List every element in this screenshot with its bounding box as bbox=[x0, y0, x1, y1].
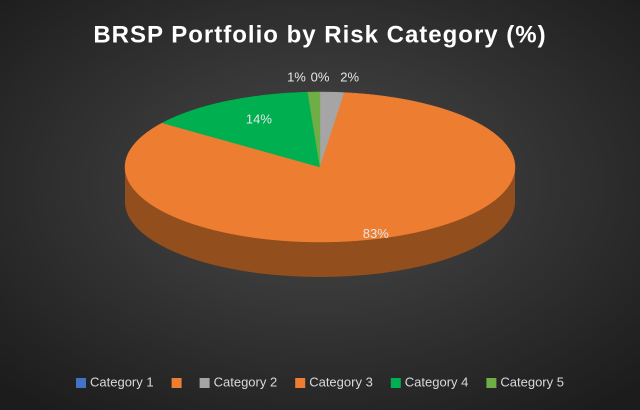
legend-label: Category 3 bbox=[309, 374, 373, 389]
legend-label: Category 5 bbox=[500, 374, 564, 389]
legend-swatch bbox=[486, 378, 497, 388]
slice bbox=[307, 91, 321, 168]
legend-swatch bbox=[171, 378, 182, 388]
data-label: 14% bbox=[246, 112, 272, 127]
chart-title: BRSP Portfolio by Risk Category (%) bbox=[93, 21, 546, 48]
slice bbox=[161, 91, 321, 168]
data-label: 1% bbox=[287, 69, 306, 84]
legend-swatch bbox=[295, 378, 306, 388]
data-label: 2% bbox=[340, 70, 359, 85]
pie-tops bbox=[124, 91, 516, 243]
legend-item bbox=[171, 378, 182, 388]
legend-item: Category 1 bbox=[76, 374, 154, 389]
legend-item: Category 4 bbox=[390, 374, 469, 389]
slice-side bbox=[125, 167, 515, 277]
data-labels: 0% 2% 83% 14% 1% bbox=[246, 69, 389, 241]
legend-swatch bbox=[76, 378, 87, 388]
legend-swatch bbox=[199, 378, 210, 388]
legend: Category 1 Category 2 Category 3 Category 4… bbox=[76, 374, 564, 389]
data-label: 0% bbox=[311, 69, 330, 84]
legend-label: Category 4 bbox=[405, 374, 469, 389]
slice bbox=[124, 92, 516, 243]
legend-item: Category 3 bbox=[295, 374, 373, 389]
legend-label: Category 1 bbox=[90, 374, 154, 389]
legend-item: Category 2 bbox=[199, 374, 278, 389]
legend-swatch bbox=[390, 378, 401, 388]
legend-label: Category 2 bbox=[214, 374, 278, 389]
legend-item: Category 5 bbox=[486, 374, 564, 389]
data-label: 83% bbox=[363, 226, 389, 241]
pie-sides bbox=[125, 167, 515, 277]
